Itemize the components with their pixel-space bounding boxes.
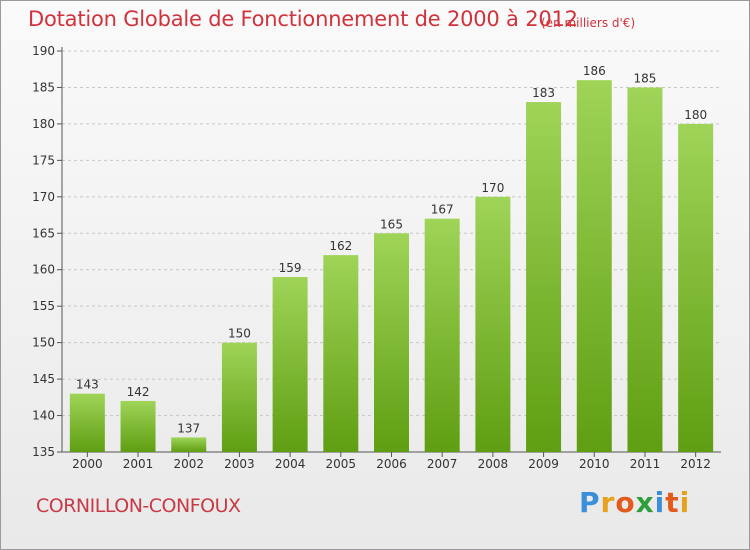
y-tick-label: 135 [32,445,55,459]
y-tick-label: 145 [32,372,55,386]
commune-name: CORNILLON-CONFOUX [36,495,241,517]
x-tick-label-2008: 2008 [478,457,509,471]
x-tick-label-2012: 2012 [680,457,711,471]
value-label-2001: 142 [127,385,150,399]
value-label-2006: 165 [380,217,403,231]
chart-title: Dotation Globale de Fonctionnement de 20… [28,7,578,31]
x-tick-label-2000: 2000 [72,457,103,471]
y-tick-label: 190 [32,44,55,58]
bar-2012 [678,123,714,452]
x-tick-label-2005: 2005 [326,457,357,471]
value-label-2012: 180 [684,108,707,122]
y-tick-label: 160 [32,263,55,277]
y-tick-label: 185 [32,80,55,94]
logo-letter: i [679,486,691,519]
y-tick-label: 165 [32,226,55,240]
x-tick-label-2006: 2006 [376,457,407,471]
data-labels: 143 142 137 150 159 162 165 167 170 183 186 185 180 [76,64,707,435]
bar-2010 [576,80,612,452]
bar-2008 [475,196,511,452]
y-tick-label: 175 [32,153,55,167]
value-label-2011: 185 [634,71,657,85]
x-tick-label-2009: 2009 [528,457,559,471]
x-tick-label-2004: 2004 [275,457,306,471]
bar-2000 [69,393,105,452]
axes: 135 140 145 150 155 160 165 170 175 180 185 190 2000… [32,44,721,471]
bars [69,80,714,453]
logo-letter: t [665,486,680,519]
y-tick-label: 155 [32,299,55,313]
bar-2002 [171,437,207,452]
logo-letter: r [600,486,616,519]
value-label-2004: 159 [279,261,302,275]
logo-letter: i [654,486,666,519]
x-tick-label-2011: 2011 [630,457,661,471]
logo-letter: P [579,486,601,519]
value-label-2000: 143 [76,378,99,392]
bar-2001 [120,400,156,452]
value-label-2009: 183 [532,86,555,100]
x-tick-label-2001: 2001 [123,457,154,471]
y-tick-label: 180 [32,117,55,131]
logo-letter: x [635,486,655,519]
x-tick-label-2007: 2007 [427,457,458,471]
bar-2005 [323,255,359,452]
value-label-2003: 150 [228,327,251,341]
y-tick-label: 170 [32,190,55,204]
value-label-2002: 137 [177,421,200,435]
value-label-2005: 162 [329,239,352,253]
bar-2004 [272,277,308,452]
value-label-2008: 170 [481,181,504,195]
value-label-2007: 167 [431,203,454,217]
x-tick-label-2003: 2003 [224,457,255,471]
chart-subtitle: (en milliers d'€) [541,16,636,30]
y-tick-label: 150 [32,336,55,350]
value-label-2010: 186 [583,64,606,78]
x-tick-label-2010: 2010 [579,457,610,471]
bar-2003 [221,342,257,452]
bar-2009 [526,102,562,452]
proxiti-logo: Proxiti [579,486,690,519]
x-tick-label-2002: 2002 [173,457,204,471]
bar-2006 [374,233,409,452]
logo-letter: o [615,486,636,519]
bar-2007 [424,218,460,452]
y-tick-label: 140 [32,409,55,423]
bar-2011 [627,87,663,453]
